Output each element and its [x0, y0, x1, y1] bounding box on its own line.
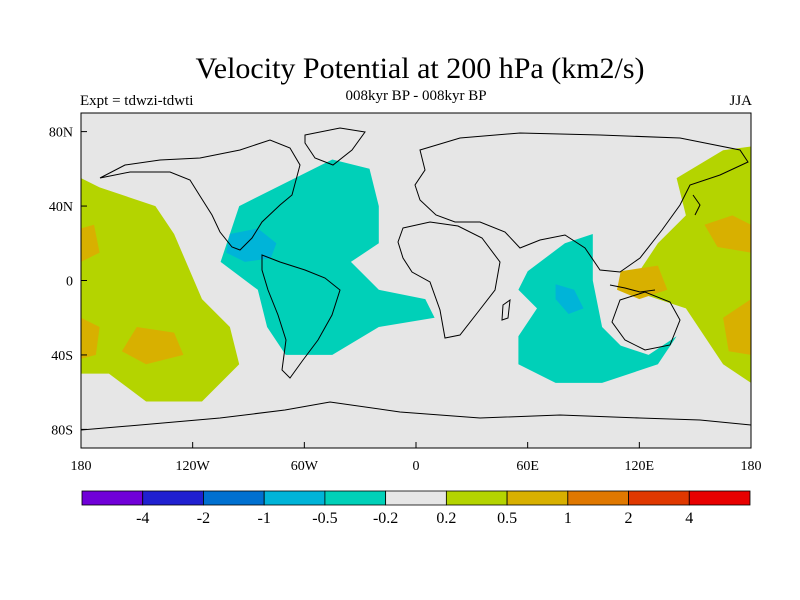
colorbar: -4 -2 -1 -0.5 -0.2 0.2 0.5 1 2 4	[81, 490, 751, 527]
lat-tick-label: 40N	[49, 200, 73, 215]
colorbar-label: 2	[625, 510, 633, 527]
lon-tick-label: 180	[71, 459, 92, 474]
axis-ticks: 180 120W 60W 0 60E 120E 180 80N 40N 0 40S 80S	[49, 126, 762, 474]
colorbar-label: 4	[685, 510, 693, 527]
contour-region-3	[555, 284, 584, 314]
contour-region-8	[630, 146, 751, 383]
plot-title: Velocity Potential at 200 hPa (km2/s)	[195, 52, 645, 85]
colorbar-swatch	[688, 490, 751, 506]
coast-greenland	[304, 127, 366, 166]
lon-tick-label: 120E	[625, 459, 655, 474]
colorbar-label: -2	[197, 510, 210, 527]
colorbar-swatch	[567, 490, 629, 506]
contour-region-9	[704, 215, 751, 253]
coast-indonesia	[609, 284, 656, 293]
colorbar-label: 1	[564, 510, 572, 527]
colorbar-swatch	[203, 490, 265, 506]
lat-tick-label: 80N	[49, 126, 73, 141]
experiment-label: Expt = tdwzi-tdwti	[80, 93, 194, 109]
colorbar-swatch	[324, 490, 387, 506]
colorbar-label: -0.2	[373, 510, 398, 527]
coast-africa	[397, 221, 501, 339]
colorbar-swatch	[142, 490, 204, 506]
contour-region-11	[617, 265, 668, 300]
coast-madagascar	[501, 298, 511, 321]
coastlines	[81, 127, 751, 431]
plot-subtitle: 008kyr BP - 008kyr BP	[345, 88, 487, 104]
lon-tick-label: 180	[741, 459, 762, 474]
contour-region-2	[518, 234, 677, 383]
colorbar-label: -1	[258, 510, 271, 527]
coast-japan	[692, 194, 701, 216]
colorbar-label: 0.5	[497, 510, 517, 527]
coast-antarctica	[81, 401, 751, 431]
lat-tick-label: 0	[66, 275, 73, 290]
coast-north-america	[99, 139, 301, 251]
season-label: JJA	[729, 93, 752, 109]
contour-region-4	[81, 178, 240, 402]
lon-tick-label: 120W	[176, 459, 211, 474]
colorbar-swatch	[628, 490, 690, 506]
coast-south-america	[261, 254, 341, 379]
colorbar-label: 0.2	[436, 510, 456, 527]
lon-tick-label: 60E	[516, 459, 539, 474]
colorbar-swatch	[385, 490, 447, 506]
colorbar-swatch	[263, 490, 326, 506]
colorbar-swatch	[506, 490, 569, 506]
contour-region-7	[121, 327, 184, 365]
coast-eurasia	[414, 132, 749, 273]
lat-tick-label: 80S	[51, 423, 73, 438]
coast-australia	[611, 291, 681, 351]
lon-tick-label: 60W	[291, 459, 319, 474]
colorbar-label: -0.5	[312, 510, 337, 527]
lat-tick-label: 40S	[51, 349, 73, 364]
lon-tick-label: 0	[413, 459, 420, 474]
colorbar-swatch	[81, 490, 144, 506]
contour-region-6	[81, 317, 100, 359]
colorbar-label: -4	[136, 510, 149, 527]
contour-region-10	[723, 299, 751, 355]
colorbar-swatch	[445, 490, 508, 506]
contour-region-1	[226, 228, 277, 262]
contour-region-5	[81, 224, 100, 262]
